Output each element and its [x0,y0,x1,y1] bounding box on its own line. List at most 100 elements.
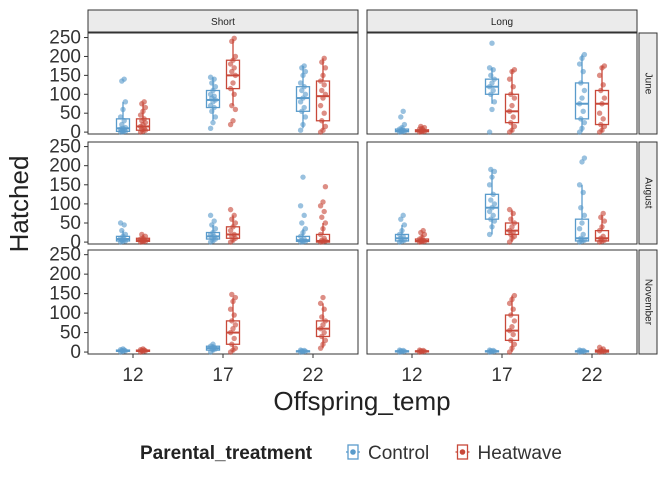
data-point [300,174,306,180]
data-point [510,306,516,312]
y-tick-label: 0 [70,342,81,363]
facet-strip-june [638,32,658,135]
data-point [579,220,585,226]
panel-border [366,249,638,355]
data-point [486,129,493,135]
data-point [320,341,326,347]
data-point [508,216,514,222]
data-point [511,318,518,324]
data-point [580,68,586,75]
data-point [322,65,329,71]
data-point [320,199,326,205]
data-point [399,227,405,234]
data-point [508,337,514,344]
data-point [319,333,325,340]
data-point [297,203,304,209]
data-point [319,87,325,94]
data-point [321,82,327,88]
box-22-control [295,63,311,133]
data-point [321,208,327,215]
data-point [231,65,237,71]
legend-title: Parental_treatment [140,443,313,464]
box-22-control [574,347,590,355]
panel-november-long [366,249,638,355]
box-12-control [394,347,410,355]
data-point [231,212,237,219]
data-point [322,123,329,130]
data-point [119,227,125,234]
data-point [210,119,216,126]
box-17-control [205,212,221,245]
panel-border [87,249,359,355]
facet-strip-long [366,9,638,33]
box-12-control [394,108,410,135]
box-22-heatwave [315,183,331,245]
box-17-heatwave [225,35,241,128]
box-17-heatwave [504,206,520,245]
data-point [322,220,329,226]
data-point [207,74,214,80]
data-point [596,110,603,116]
data-point [317,300,324,307]
data-point [600,233,606,240]
data-point [207,125,214,132]
data-point [231,335,237,342]
y-tick-label: 50 [60,103,81,124]
data-point [232,106,239,113]
data-point [579,125,585,132]
data-point [400,108,406,115]
data-point [486,182,493,188]
data-point [122,231,129,238]
data-point [297,347,304,353]
y-tick-label: 250 [49,28,81,49]
data-point [320,322,326,328]
box-12-heatwave [414,123,430,135]
box-22-heatwave [315,294,331,351]
data-point [581,119,588,126]
box-22-control [295,174,311,245]
data-point [321,329,327,336]
data-point [232,72,239,79]
box-22-control [574,51,590,135]
y-tick-label: 250 [49,245,81,266]
facet-strip-short [87,9,359,33]
data-point [511,341,518,347]
legend-item-label: Heatwave [478,443,563,464]
data-point [322,183,329,190]
data-point [510,210,516,217]
data-point [301,104,307,111]
box-22-heatwave [594,63,610,135]
data-point [596,72,603,79]
data-point [578,80,584,86]
data-point [320,294,326,301]
data-point [420,227,426,234]
facet-strip-november [638,249,658,355]
data-point [576,347,583,353]
data-point [321,235,327,241]
box-17-control [484,347,500,355]
data-point [598,87,604,94]
y-tick-label: 150 [49,65,81,86]
data-point [511,292,518,299]
y-axis-title: Hatched [4,156,34,253]
data-point [141,99,147,105]
data-point [401,222,408,228]
data-point [508,91,514,97]
y-tick-label: 0 [70,122,81,143]
box-12-heatwave [414,227,430,245]
data-point [491,99,498,105]
data-point [120,106,126,113]
data-point [229,102,235,109]
box-12-heatwave [135,231,151,245]
facet-strip-label-june: June [642,73,653,95]
box-17-heatwave [504,292,520,355]
data-point [398,114,404,120]
x-tick-label: 12 [122,365,143,386]
data-point [230,80,236,86]
y-tick-label: 250 [49,137,81,158]
data-point [490,191,496,198]
data-point [396,347,403,353]
data-point [229,341,235,347]
data-point [212,114,219,120]
data-point [301,212,307,219]
